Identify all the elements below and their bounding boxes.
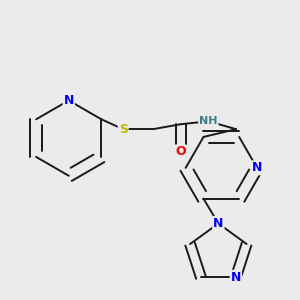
Text: N: N bbox=[213, 217, 224, 230]
Text: N: N bbox=[252, 161, 262, 174]
Text: NH: NH bbox=[199, 116, 218, 126]
Text: O: O bbox=[175, 146, 186, 158]
Text: S: S bbox=[119, 123, 128, 136]
Text: N: N bbox=[231, 271, 241, 284]
Text: N: N bbox=[64, 94, 74, 107]
